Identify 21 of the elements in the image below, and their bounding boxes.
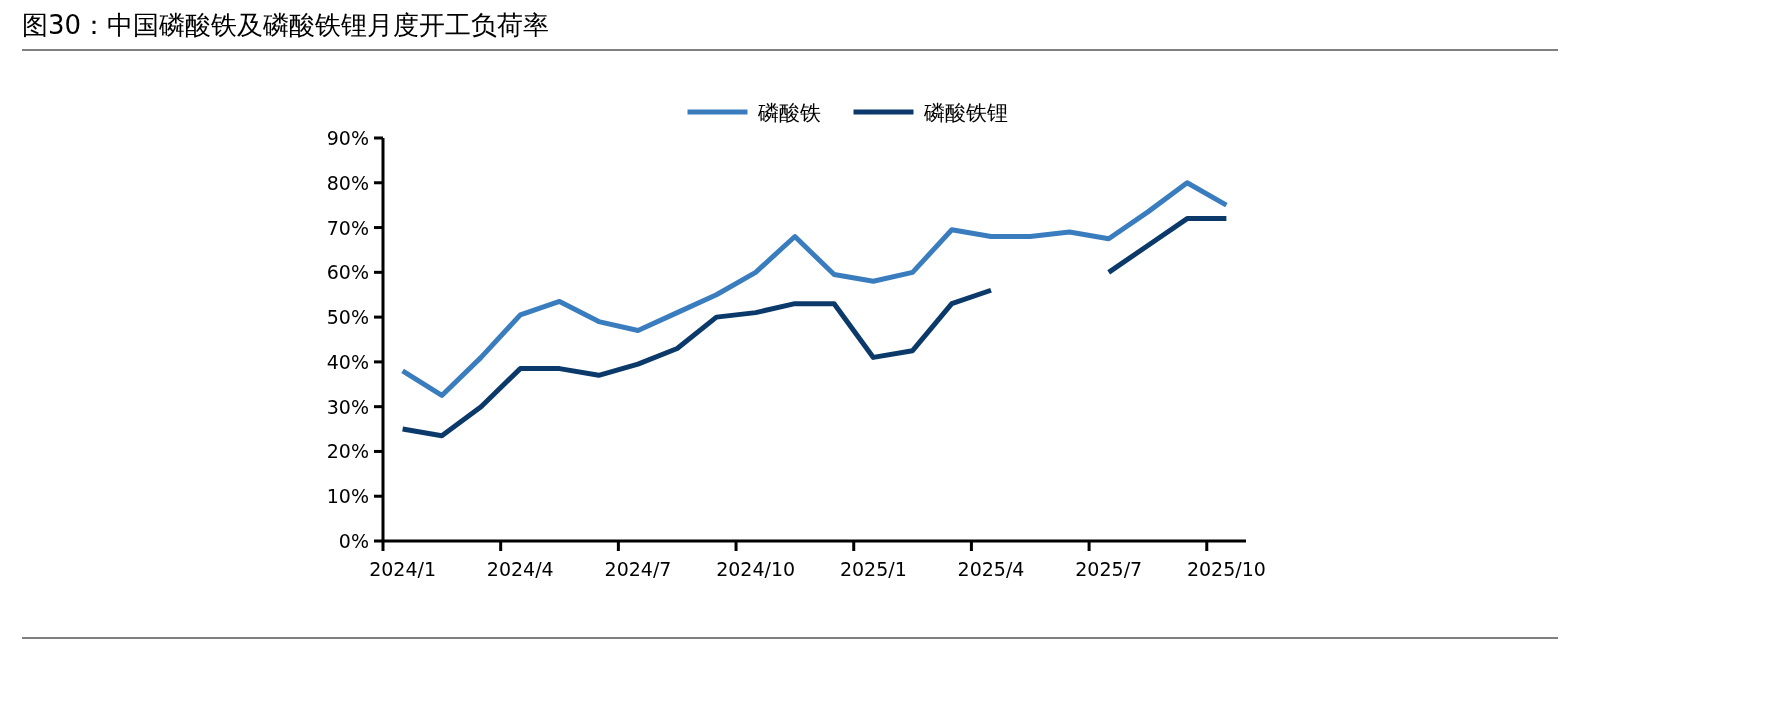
x-tick-label: 2025/4 <box>957 558 1025 580</box>
y-tick-label: 80% <box>326 171 369 194</box>
legend-label: 磷酸铁 <box>756 101 821 125</box>
y-tick-label: 0% <box>338 530 369 552</box>
x-tick-label: 2024/7 <box>604 558 672 580</box>
x-tick-label: 2025/7 <box>1075 558 1143 580</box>
x-tick-label: 2025/10 <box>1186 558 1266 580</box>
x-tick-label: 2024/1 <box>369 558 437 580</box>
x-tick-label: 2024/4 <box>486 558 554 580</box>
title: 图30：中国磷酸铁及磷酸铁锂月度开工负荷率 <box>22 10 550 40</box>
y-tick-label: 40% <box>326 350 369 373</box>
y-tick-label: 20% <box>326 440 369 463</box>
legend-label: 磷酸铁锂 <box>922 101 1008 125</box>
y-tick-label: 50% <box>326 306 369 329</box>
x-tick-label: 2025/1 <box>839 558 907 580</box>
y-tick-label: 30% <box>326 395 369 418</box>
y-tick-label: 70% <box>326 216 369 239</box>
y-tick-label: 10% <box>326 485 369 508</box>
y-tick-label: 90% <box>326 127 369 149</box>
x-tick-label: 2024/10 <box>716 558 796 580</box>
y-tick-label: 60% <box>326 261 369 284</box>
